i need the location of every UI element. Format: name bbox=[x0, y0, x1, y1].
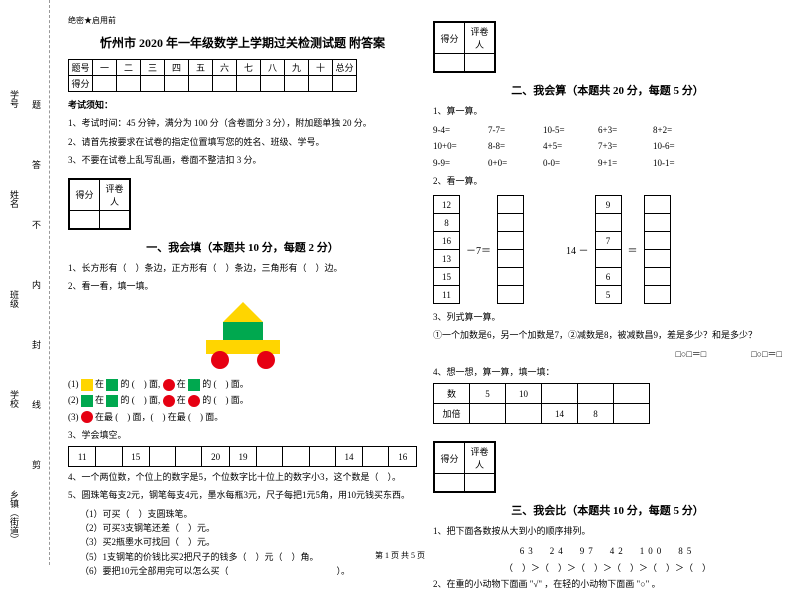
d1-side2: 的 ( ) 面。 bbox=[202, 379, 249, 389]
d2-side: 的 ( ) 面, bbox=[121, 395, 161, 405]
calc-grid: 9-4=7-7=10-5=6+3=8+2=10+0=8-8=4+5=7+3=10… bbox=[433, 122, 782, 171]
red-circle-icon-4 bbox=[81, 411, 93, 423]
left-result-table bbox=[497, 195, 524, 304]
d2-in: 在 bbox=[95, 395, 104, 405]
binding-seal: 封 bbox=[30, 340, 43, 349]
d1-label: (1) bbox=[68, 379, 79, 389]
shape-desc-1: (1) 在 的 ( ) 面, 在 的 ( ) 面。 bbox=[68, 376, 417, 392]
score-label: 得分 bbox=[70, 179, 100, 210]
exam-title: 忻州市 2020 年一年级数学上学期过关检测试题 附答案 bbox=[68, 34, 417, 51]
binding-margin: 乡镇（街道） 学校 班级 姓名 学号 剪 线 封 内 不 答 题 bbox=[0, 0, 50, 565]
vertical-calc-tables: 12816131511 －7＝ 14 － 9765 ＝ bbox=[433, 195, 782, 304]
s2-q3a: ①一个加数是6，另一个加数是7，②减数是8，被减数昌9，差是多少？和是多少？ bbox=[433, 328, 782, 343]
fourteen-minus-label: 14 － bbox=[566, 242, 589, 257]
instructions-heading: 考试须知： bbox=[68, 98, 417, 112]
s2-q3: 3、列式算一算。 bbox=[433, 310, 782, 325]
binding-line: 线 bbox=[30, 400, 43, 409]
s1-q5-3: （3）买2瓶墨水可找回（ ）元。 bbox=[80, 535, 417, 549]
s2-q2: 2、看一算。 bbox=[433, 174, 782, 189]
section2-score-box: 得分评卷人 bbox=[433, 21, 496, 73]
instruction-2: 2、请首先按要求在试卷的指定位置填写您的姓名、班级、学号。 bbox=[68, 135, 417, 149]
green-square-icon bbox=[106, 379, 118, 391]
binding-class: 班级 bbox=[8, 290, 21, 308]
score-label-2: 得分 bbox=[435, 23, 465, 54]
green-square-icon-2 bbox=[188, 379, 200, 391]
red-circle-icon-2 bbox=[163, 395, 175, 407]
binding-inner: 内 bbox=[30, 280, 43, 289]
grader-label: 评卷人 bbox=[100, 179, 130, 210]
section1-score-box: 得分评卷人 bbox=[68, 178, 131, 230]
instruction-1: 1、考试时间：45 分钟，满分为 100 分（含卷面分 3 分），附加题单独 2… bbox=[68, 116, 417, 130]
score-label-3: 得分 bbox=[435, 443, 465, 474]
d2-label: (2) bbox=[68, 395, 79, 405]
red-circle-icon bbox=[163, 379, 175, 391]
score-table: 题号一二三四五六七八九十总分 得分 bbox=[68, 59, 357, 92]
d2-in2: 在 bbox=[177, 395, 186, 405]
s3-order: （ ）＞（ ）＞（ ）＞（ ）＞（ ）＞（ ） bbox=[433, 561, 782, 574]
shape-desc-3: (3) 在最 ( ) 面，( ) 在最 ( ) 面。 bbox=[68, 409, 417, 425]
d3-text: 在最 ( ) 面，( ) 在最 ( ) 面。 bbox=[95, 412, 223, 422]
binding-school: 学校 bbox=[8, 390, 21, 408]
double-table: 数510 加倍148 bbox=[433, 383, 650, 424]
s1-q2: 2、看一看，填一填。 bbox=[68, 279, 417, 294]
page-footer: 第 1 页 共 5 页 bbox=[0, 550, 800, 561]
right-column-table: 9765 bbox=[595, 195, 622, 304]
red-circle-icon-3 bbox=[188, 395, 200, 407]
binding-name: 姓名 bbox=[8, 190, 21, 208]
s1-q5: 5、圆珠笔每支2元，钢笔每支4元，墨水每瓶3元，尺子每把1元5角，用10元钱买东… bbox=[68, 488, 417, 503]
confidential-note: 绝密★启用前 bbox=[68, 15, 417, 26]
s1-q1: 1、长方形有（ ）条边，正方形有（ ）条边，三角形有（ ）边。 bbox=[68, 261, 417, 276]
shapes-figure bbox=[68, 300, 417, 370]
s3-q1: 1、把下面各数按从大到小的顺序排列。 bbox=[433, 524, 782, 539]
instruction-3: 3、不要在试卷上乱写乱画，卷面不整洁扣 3 分。 bbox=[68, 153, 417, 167]
green-square-icon-4 bbox=[106, 395, 118, 407]
instructions: 考试须知： 1、考试时间：45 分钟，满分为 100 分（含卷面分 3 分），附… bbox=[68, 98, 417, 168]
binding-prob: 题 bbox=[30, 100, 43, 109]
binding-id: 学号 bbox=[8, 90, 21, 108]
binding-no: 不 bbox=[30, 220, 43, 229]
binding-township: 乡镇（街道） bbox=[8, 490, 21, 544]
shape-desc-2: (2) 在 的 ( ) 面, 在 的 ( ) 面。 bbox=[68, 392, 417, 408]
right-result-table bbox=[644, 195, 671, 304]
number-sequence-table: 111520191416 bbox=[68, 446, 417, 467]
binding-ans: 答 bbox=[30, 160, 43, 169]
left-column-table: 12816131511 bbox=[433, 195, 460, 304]
s1-q4: 4、一个两位数，个位上的数字是5，个位数字比十位上的数字小3，这个数是（ ）。 bbox=[68, 470, 417, 485]
s2-q3b: □○□＝□ □○□＝□ bbox=[433, 347, 782, 362]
d1-side: 的 ( ) 面, bbox=[121, 379, 161, 389]
s2-q1: 1、算一算。 bbox=[433, 104, 782, 119]
binding-cut: 剪 bbox=[30, 460, 43, 469]
s1-q3: 3、学会填空。 bbox=[68, 428, 417, 443]
s1-q5-6: （6）要把10元全部用完可以怎么买（ ）。 bbox=[80, 564, 417, 578]
section3-score-box: 得分评卷人 bbox=[433, 441, 496, 493]
d1-in: 在 bbox=[95, 379, 104, 389]
section3-title: 三、我会比（本题共 10 分，每题 5 分） bbox=[433, 502, 782, 518]
equals-label: ＝ bbox=[628, 242, 638, 257]
d3-label: (3) bbox=[68, 412, 79, 422]
yellow-square-icon bbox=[81, 379, 93, 391]
green-square-icon-3 bbox=[81, 395, 93, 407]
minus-7-label: －7＝ bbox=[466, 242, 491, 257]
grader-label-3: 评卷人 bbox=[465, 443, 495, 474]
section2-title: 二、我会算（本题共 20 分，每题 5 分） bbox=[433, 82, 782, 98]
s1-q5-2: （2）可买3支钢笔还差（ ）元。 bbox=[80, 521, 417, 535]
grader-label-2: 评卷人 bbox=[465, 23, 495, 54]
s3-q2: 2、在重的小动物下面画 "√" ，在轻的小动物下面画 "○" 。 bbox=[433, 577, 782, 592]
section1-title: 一、我会填（本题共 10 分，每题 2 分） bbox=[68, 239, 417, 255]
d1-in2: 在 bbox=[177, 379, 186, 389]
s1-q5-1: （1）可买（ ）支圆珠笔。 bbox=[80, 507, 417, 521]
d2-side2: 的 ( ) 面。 bbox=[202, 395, 249, 405]
s2-q4: 4、想一想，算一算，填一填： bbox=[433, 365, 782, 380]
